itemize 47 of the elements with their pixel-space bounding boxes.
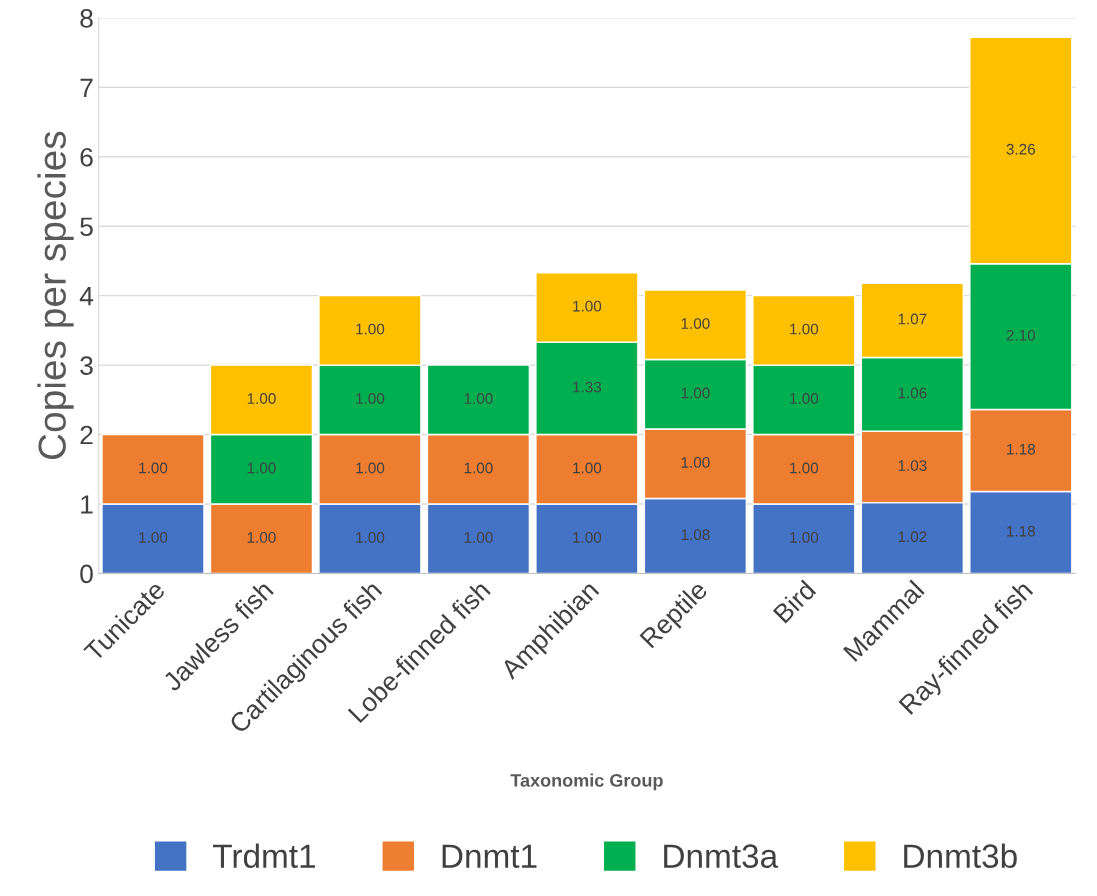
data-label: 1.33: [573, 381, 602, 393]
legend-label: Dnmt1: [442, 844, 537, 868]
data-label: 1.00: [681, 387, 710, 399]
data-label: 1.00: [356, 323, 385, 335]
data-label: 1.00: [681, 318, 710, 329]
data-label: 1.00: [356, 462, 385, 474]
data-label: 1.18: [1007, 443, 1036, 455]
data-label: 1.00: [464, 532, 493, 543]
data-label: 1.00: [139, 462, 168, 474]
y-tick-label: 3: [80, 356, 93, 375]
data-label: 1.00: [790, 323, 819, 335]
y-tick-label: 8: [80, 9, 93, 28]
data-label: 1.00: [573, 300, 602, 312]
y-tick-label: 1: [81, 495, 93, 514]
y-axis-title: Copies per species: [37, 131, 74, 460]
data-label: 1.00: [790, 532, 819, 543]
data-label: 1.08: [681, 529, 710, 541]
y-tick-label: 0: [80, 564, 93, 584]
y-tick-label: 2: [80, 425, 93, 445]
legend-label: Trdmt1: [213, 843, 315, 868]
y-tick-label: 4: [79, 287, 94, 306]
y-tick-label: 7: [80, 78, 93, 97]
data-label: 1.00: [247, 393, 276, 404]
data-label: 2.10: [1006, 329, 1036, 341]
data-label: 1.00: [681, 457, 710, 468]
data-label: 1.00: [356, 393, 385, 404]
data-label: 3.26: [1006, 143, 1036, 155]
data-label: 1.00: [573, 462, 602, 474]
data-label: 1.02: [898, 531, 927, 543]
data-label: 1.00: [464, 462, 493, 474]
legend-label: Dnmt3a: [664, 844, 779, 868]
data-label: 1.00: [790, 462, 819, 474]
data-label: 1.00: [139, 532, 168, 543]
data-label: 1.07: [898, 313, 927, 325]
y-tick-label: 6: [80, 147, 93, 167]
data-label: 1.00: [356, 532, 385, 543]
data-label: 1.00: [790, 393, 819, 404]
data-label: 1.18: [1007, 525, 1036, 537]
y-tick-label: 5: [80, 217, 93, 237]
data-label: 1.00: [247, 532, 276, 543]
data-label: 1.00: [464, 393, 493, 404]
data-label: 1.00: [573, 532, 602, 543]
legend-label: Dnmt3b: [904, 843, 1017, 868]
data-label: 1.00: [247, 462, 276, 474]
x-axis-title: Taxonomic Group: [510, 773, 663, 791]
data-label: 1.06: [898, 387, 927, 399]
data-label: 1.03: [898, 460, 927, 471]
